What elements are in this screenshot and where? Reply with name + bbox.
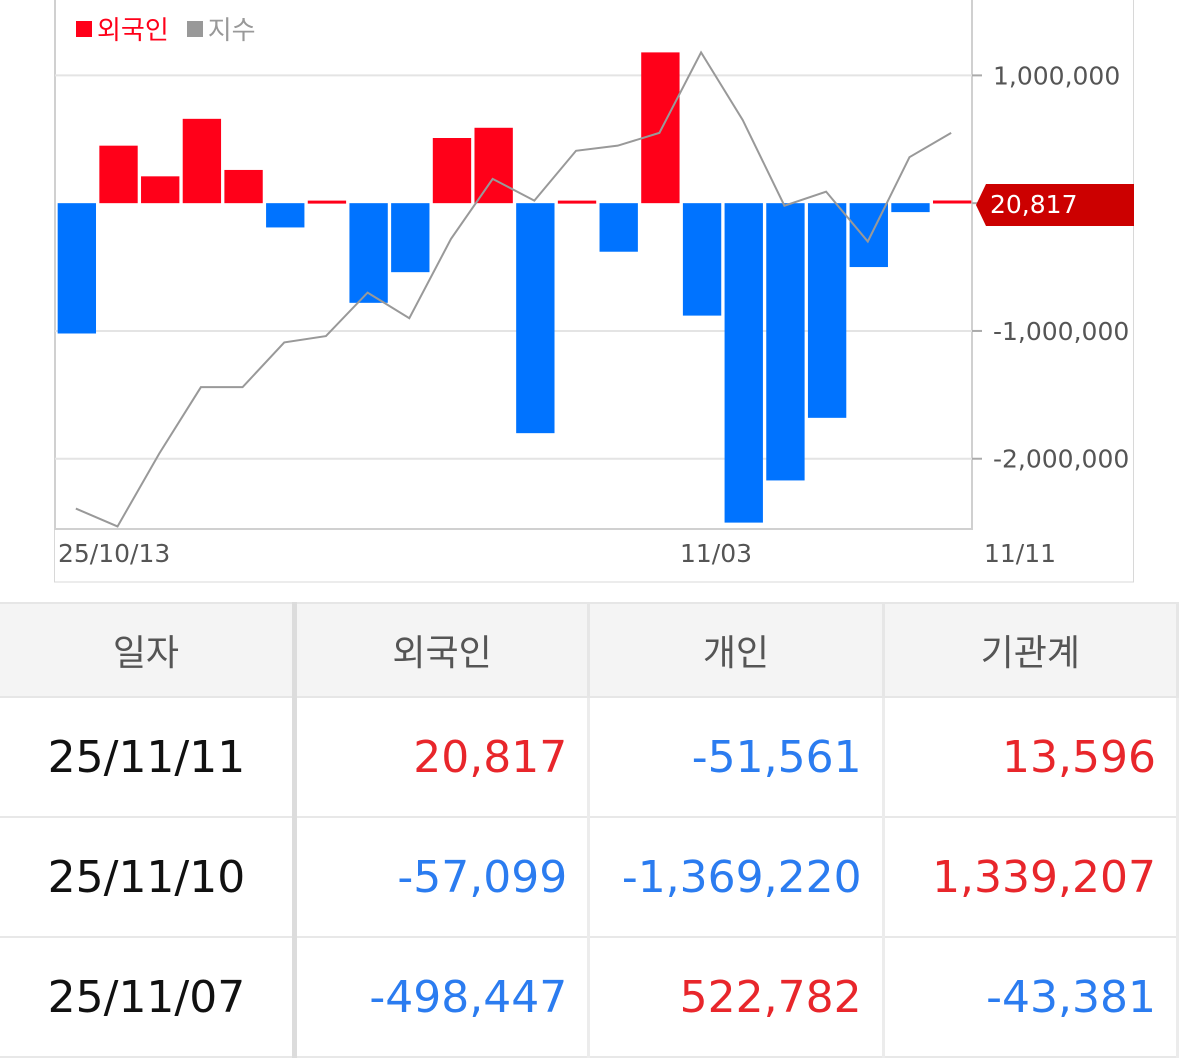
bar xyxy=(349,203,388,303)
x-tick-label: 11/11 xyxy=(984,539,1056,568)
bar xyxy=(807,203,847,418)
row-individual: -1,369,220 xyxy=(588,817,885,938)
header-individual[interactable]: 개인 xyxy=(588,602,885,698)
bar xyxy=(224,169,263,204)
row-individual: 522,782 xyxy=(588,937,885,1058)
legend-index-swatch xyxy=(186,20,203,37)
row-date: 25/11/11 xyxy=(0,697,297,818)
row-institution: 13,596 xyxy=(883,697,1179,818)
bar xyxy=(724,203,763,523)
investor-chart: 1,000,0000-1,000,000-2,000,00025/10/1311… xyxy=(54,0,1134,583)
header-date[interactable]: 일자 xyxy=(0,602,297,698)
bar xyxy=(432,138,472,204)
y-tick-label: 1,000,000 xyxy=(993,61,1120,90)
chart-canvas: 1,000,0000-1,000,000-2,000,00025/10/1311… xyxy=(54,0,1134,583)
y-tick-label: -1,000,000 xyxy=(993,317,1129,346)
plot-frame xyxy=(54,0,973,530)
row-institution: -43,381 xyxy=(883,937,1179,1058)
row-date: 25/11/10 xyxy=(0,817,297,938)
bar xyxy=(57,203,97,334)
bar xyxy=(141,176,180,204)
investor-table: 일자 외국인 개인 기관계 25/11/11 20,817 -51,561 13… xyxy=(0,602,1179,1058)
table-row[interactable]: 25/11/10 -57,099 -1,369,220 1,339,207 xyxy=(0,817,1179,938)
row-foreign: -57,099 xyxy=(294,817,591,938)
index-line xyxy=(75,50,952,528)
current-value-tag: 20,817 xyxy=(976,184,1134,226)
chart-legend: 외국인 지수 xyxy=(76,10,274,47)
legend-index-label: 지수 xyxy=(207,16,256,46)
row-foreign: -498,447 xyxy=(294,937,591,1058)
table-row[interactable]: 25/11/07 -498,447 522,782 -43,381 xyxy=(0,937,1179,1058)
bar xyxy=(391,203,430,273)
bar xyxy=(682,203,722,316)
row-individual: -51,561 xyxy=(588,697,885,818)
bar xyxy=(266,203,305,228)
legend-item-index: 지수 xyxy=(186,10,256,47)
bar xyxy=(641,52,680,204)
bar xyxy=(516,203,555,434)
legend-item-foreign: 외국인 xyxy=(76,10,169,47)
header-institution[interactable]: 기관계 xyxy=(883,602,1179,698)
table-row[interactable]: 25/11/11 20,817 -51,561 13,596 xyxy=(0,697,1179,818)
legend-foreign-swatch xyxy=(76,20,92,37)
x-tick-label: 11/03 xyxy=(680,539,752,568)
row-date: 25/11/07 xyxy=(0,937,297,1058)
bar xyxy=(99,145,138,204)
header-foreign[interactable]: 외국인 xyxy=(294,602,591,698)
bar xyxy=(599,203,638,252)
legend-foreign-label: 외국인 xyxy=(97,16,169,46)
bar xyxy=(182,118,222,204)
bar xyxy=(932,200,972,204)
x-tick-label: 25/10/13 xyxy=(58,539,170,568)
bar xyxy=(557,200,597,204)
bar xyxy=(891,203,930,213)
bar xyxy=(307,200,347,204)
bar xyxy=(474,127,513,204)
bar xyxy=(766,203,805,481)
y-tick-label: -2,000,000 xyxy=(993,445,1129,474)
row-institution: 1,339,207 xyxy=(883,817,1179,938)
row-foreign: 20,817 xyxy=(294,697,591,818)
table-header-row: 일자 외국인 개인 기관계 xyxy=(0,602,1179,698)
